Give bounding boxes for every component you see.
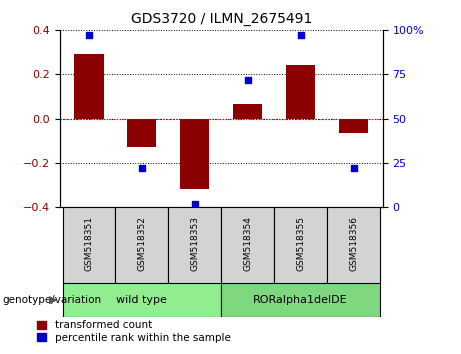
Bar	[339, 119, 368, 133]
Point	[85, 33, 93, 38]
Title: GDS3720 / ILMN_2675491: GDS3720 / ILMN_2675491	[130, 12, 312, 26]
Point	[138, 165, 146, 171]
Text: GSM518354: GSM518354	[243, 216, 252, 271]
Bar	[286, 65, 315, 119]
Bar	[63, 207, 115, 283]
Legend: transformed count, percentile rank within the sample: transformed count, percentile rank withi…	[37, 320, 230, 343]
Bar	[327, 207, 380, 283]
Text: GSM518355: GSM518355	[296, 216, 305, 271]
Bar	[75, 55, 104, 119]
Text: GSM518352: GSM518352	[137, 216, 147, 271]
Text: wild type: wild type	[117, 295, 167, 305]
Text: genotype/variation: genotype/variation	[2, 295, 101, 305]
Bar	[233, 104, 262, 119]
Text: ▶: ▶	[49, 295, 58, 305]
Point	[191, 201, 199, 206]
Bar	[180, 119, 209, 189]
Text: RORalpha1delDE: RORalpha1delDE	[254, 295, 348, 305]
Point	[297, 33, 304, 38]
Bar	[274, 207, 327, 283]
Text: GSM518353: GSM518353	[190, 216, 199, 271]
Bar	[127, 119, 156, 147]
Point	[244, 77, 251, 82]
Bar	[168, 207, 221, 283]
Text: GSM518351: GSM518351	[84, 216, 94, 271]
Bar	[63, 283, 221, 317]
Bar	[221, 283, 380, 317]
Text: GSM518356: GSM518356	[349, 216, 358, 271]
Bar	[115, 207, 168, 283]
Point	[350, 165, 357, 171]
Bar	[221, 207, 274, 283]
